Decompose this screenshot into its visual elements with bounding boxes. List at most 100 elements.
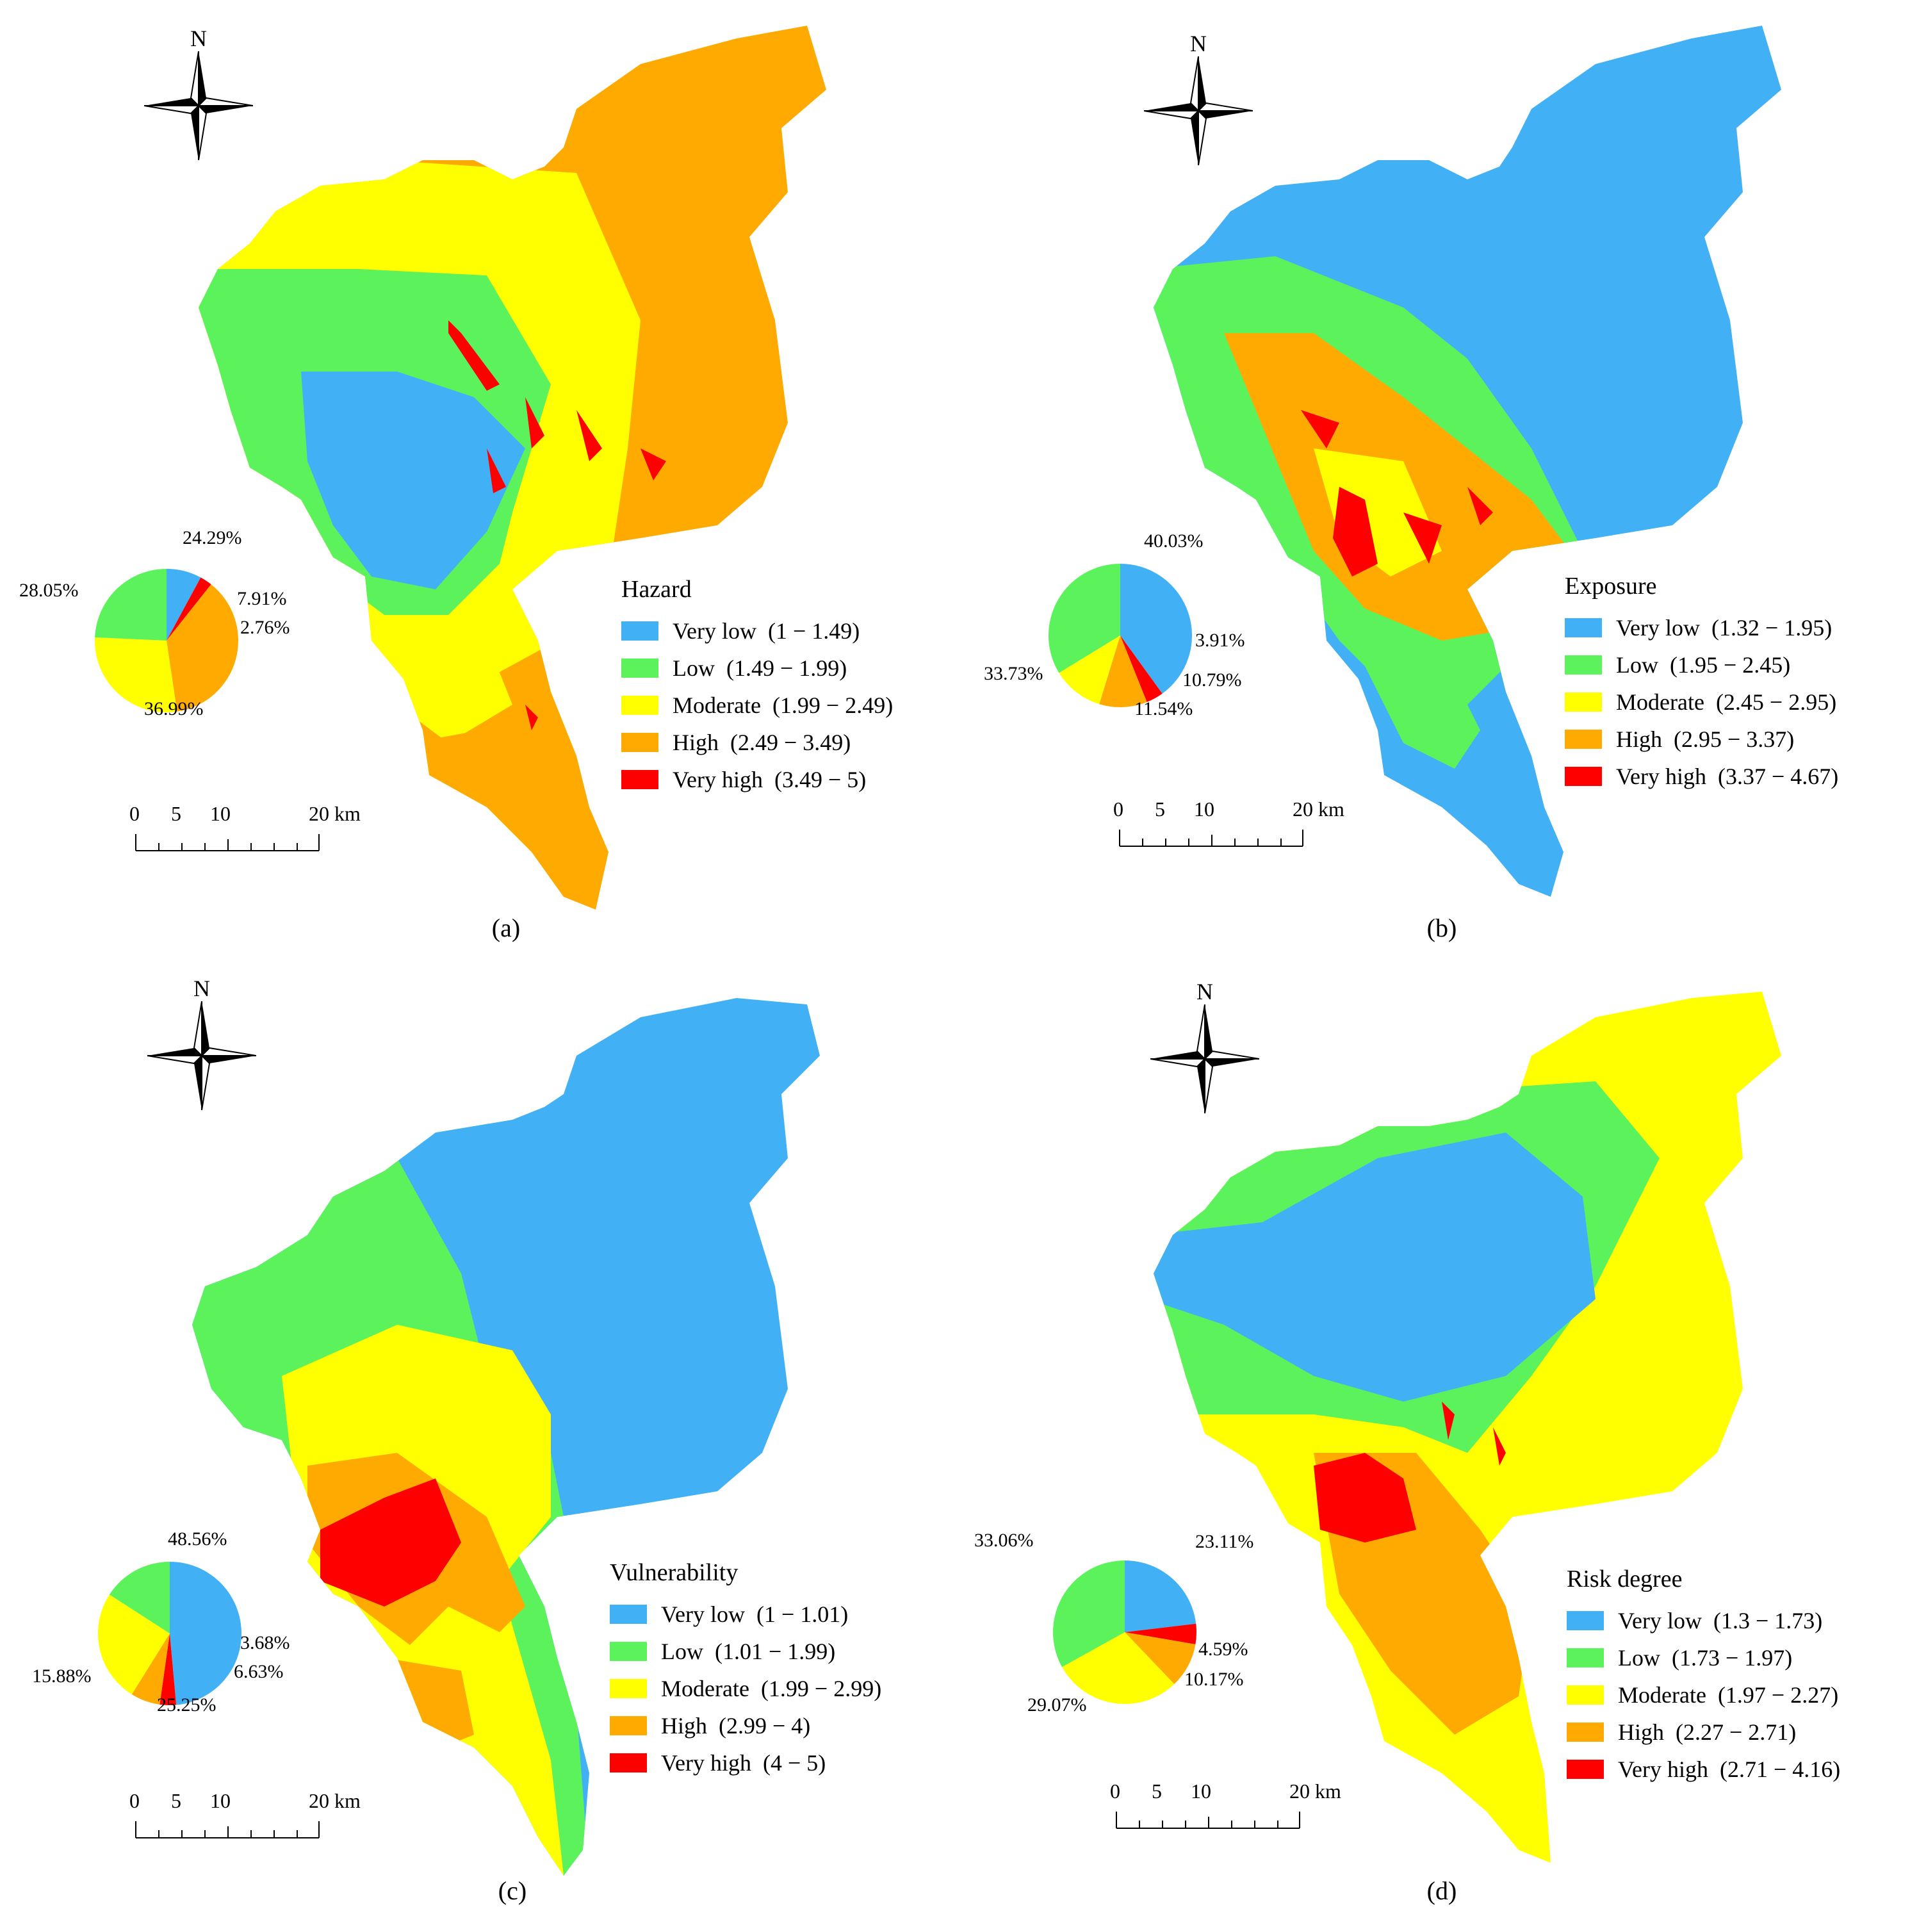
legend-range: (3.37 − 4.67): [1717, 764, 1839, 789]
pie-slice-high: [131, 1633, 170, 1705]
swatch-high: [1565, 730, 1602, 749]
legend-label: Moderate: [661, 1676, 749, 1701]
legend: Risk degree Very low (1.3 − 1.73) Low (1.7…: [1567, 1565, 1840, 1788]
pie-chart: [1048, 564, 1192, 708]
legend-range: (1.95 − 2.45): [1670, 652, 1791, 678]
swatch-very-high: [621, 770, 658, 789]
risk-map: [1154, 992, 1781, 1863]
scale-label-5: 5: [1152, 1780, 1162, 1803]
legend-label: High: [1618, 1719, 1664, 1745]
legend-range: (1.99 − 2.49): [772, 692, 894, 718]
pie-slice-very-high: [1120, 635, 1163, 702]
pie-slice-moderate: [1062, 1632, 1175, 1705]
legend-label: Very low: [1616, 615, 1700, 641]
pie-slice-low: [1053, 1560, 1125, 1667]
compass-icon: [144, 51, 253, 160]
pie-slice-very-low: [167, 569, 201, 641]
pie-label-high: 10.79%: [1182, 669, 1242, 691]
legend-label: Very high: [1618, 1756, 1708, 1782]
legend-label: Moderate: [673, 692, 761, 718]
scale-label-5: 5: [1155, 798, 1165, 821]
legend-row-very-low: Very low (1.3 − 1.73): [1567, 1602, 1840, 1639]
region-high-south: [384, 1658, 474, 1760]
legend-label: Very high: [661, 1750, 751, 1776]
pie-label-low: 15.88%: [32, 1666, 92, 1687]
legend-row-moderate: Moderate (1.97 − 2.27): [1567, 1676, 1840, 1714]
hazard-map: [199, 26, 826, 910]
legend: Hazard Very low (1 − 1.49) Low (1.49 − 1.9…: [621, 575, 893, 798]
legend-title: Vulnerability: [610, 1559, 739, 1586]
legend-range: (2.95 − 3.37): [1674, 726, 1795, 752]
pie-label-high: 6.63%: [234, 1661, 284, 1682]
legend-range: (2.27 − 2.71): [1676, 1719, 1797, 1745]
scale-label-20: 20 km: [309, 802, 361, 825]
pie-slice-moderate: [98, 1594, 170, 1695]
scale-label-20: 20 km: [309, 1789, 361, 1812]
compass-icon: [147, 1001, 256, 1110]
legend-range: (1 − 1.49): [767, 618, 860, 644]
scale-label-20: 20 km: [1289, 1780, 1341, 1803]
region-very-low: [301, 372, 525, 589]
swatch-high: [1567, 1723, 1604, 1742]
scale-label-0: 0: [1110, 1780, 1120, 1803]
legend-label: Low: [661, 1639, 703, 1664]
scale-label-10: 10: [1194, 798, 1214, 821]
pie-slice-very-low: [170, 1562, 241, 1705]
swatch-moderate: [621, 696, 658, 715]
swatch-very-low: [621, 621, 658, 641]
class-share-pie: [93, 1557, 247, 1710]
pie-label-high: 10.17%: [1184, 1669, 1244, 1690]
scale-ticks: [1119, 830, 1303, 847]
swatch-low: [610, 1642, 647, 1661]
swatch-very-low: [1567, 1611, 1604, 1630]
north-letter: N: [190, 26, 207, 51]
north-arrow: N: [1150, 979, 1259, 1113]
north-letter: N: [1196, 979, 1213, 1004]
pie-slice-very-high: [159, 1633, 177, 1705]
legend-label: High: [1616, 726, 1662, 752]
north-arrow: N: [147, 976, 256, 1110]
scale-label-10: 10: [210, 802, 231, 825]
legend-range: (1.32 − 1.95): [1711, 615, 1832, 641]
panel-caption: (c): [498, 1876, 527, 1905]
north-arrow: N: [1144, 31, 1253, 165]
panel-caption: (a): [491, 913, 521, 942]
scale-label-0: 0: [129, 1789, 140, 1812]
swatch-high: [621, 733, 658, 752]
legend-row-high: High (2.49 − 3.49): [621, 724, 893, 761]
scale-bar: 0 5 10 20 km: [1110, 1780, 1341, 1837]
legend-row-very-high: Very high (4 − 5): [610, 1744, 881, 1781]
legend-row-low: Low (1.49 − 1.99): [621, 650, 893, 687]
swatch-very-high: [1565, 767, 1602, 786]
legend-range: (1.73 − 1.97): [1672, 1645, 1793, 1671]
legend-range: (2.99 − 4): [719, 1713, 811, 1739]
pie-label-moderate: 11.54%: [1134, 698, 1193, 719]
class-share-pie: [1048, 1555, 1202, 1709]
pie-label-low: 33.73%: [984, 663, 1043, 684]
scale-label-5: 5: [171, 1789, 181, 1812]
legend-row-low: Low (1.73 − 1.97): [1567, 1639, 1840, 1676]
scale-label-20: 20 km: [1293, 798, 1344, 821]
legend-label: Very high: [673, 767, 763, 792]
pie-slice-high: [1125, 1632, 1196, 1685]
legend-label: Very low: [1618, 1608, 1702, 1633]
legend-row-very-low: Very low (1 − 1.01): [610, 1596, 881, 1633]
legend-row-moderate: Moderate (2.45 − 2.95): [1565, 684, 1838, 721]
swatch-high: [610, 1716, 647, 1735]
legend-label: Low: [1618, 1645, 1660, 1671]
pie-slice-high: [1099, 635, 1147, 708]
legend-range: (1.3 − 1.73): [1713, 1608, 1823, 1633]
legend-row-low: Low (1.95 − 2.45): [1565, 646, 1838, 684]
swatch-low: [1567, 1648, 1604, 1667]
scale-bar: 0 5 10 20 km: [129, 1789, 361, 1847]
legend-label: High: [661, 1713, 707, 1739]
region-high-south: [410, 717, 576, 897]
legend: Exposure Very low (1.32 − 1.95) Low (1.95 …: [1565, 572, 1838, 795]
legend-range: (2.49 − 3.49): [730, 730, 851, 755]
pie-slice-low: [1048, 564, 1120, 673]
legend-range: (1.97 − 2.27): [1717, 1682, 1839, 1708]
swatch-moderate: [1565, 692, 1602, 712]
legend-range: (1.49 − 1.99): [726, 655, 847, 681]
class-share-pie: [1043, 559, 1197, 712]
swatch-very-high: [1567, 1760, 1604, 1779]
